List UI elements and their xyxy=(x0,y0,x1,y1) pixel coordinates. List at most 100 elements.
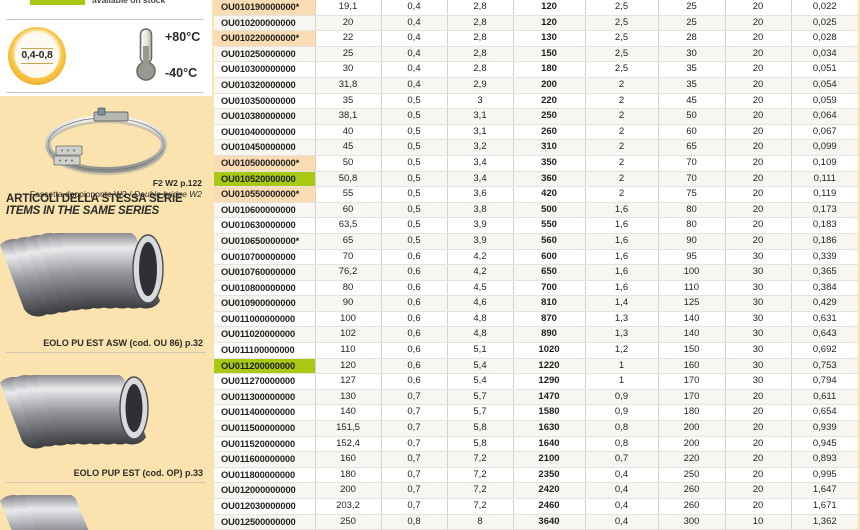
cell-c6: 150 xyxy=(658,342,726,359)
cell-c2: 0,5 xyxy=(381,124,448,141)
series-item-1[interactable]: EOLO PU EST ASW (cod. OU 86) p.32 xyxy=(0,231,212,353)
cell-c1: 22 xyxy=(315,30,382,47)
cell-c3: 3,8 xyxy=(447,202,514,219)
cell-c8: 0,339 xyxy=(791,249,858,266)
table-row[interactable]: OU010500000000* 50 0,5 3,4 350 2 70 20 0,109 xyxy=(214,155,858,172)
series-item-2[interactable]: EOLO PUP EST (cod. OP) p.33 xyxy=(0,373,212,483)
cell-c2: 0,4 xyxy=(381,61,448,78)
cell-c4: 1220 xyxy=(513,358,586,375)
table-row[interactable]: OU010800000000 80 0,6 4,5 700 1,6 110 30 0,384 xyxy=(214,280,858,297)
cell-c4: 560 xyxy=(513,233,586,250)
table-row[interactable]: OU011300000000 130 0,7 5,7 1470 0,9 170 20 0,611 xyxy=(214,389,858,406)
cell-c3: 7,2 xyxy=(447,498,514,515)
cell-c5: 0,9 xyxy=(585,404,659,422)
table-row[interactable]: OU011020000000 102 0,6 4,8 890 1,3 140 30 0,643 xyxy=(214,326,858,344)
thermometer-icon xyxy=(136,28,156,81)
table-row[interactable]: OU010400000000 40 0,5 3,1 260 2 60 20 0,067 xyxy=(214,124,858,141)
table-row[interactable]: OU010380000000 38,1 0,5 3,1 250 2 50 20 0,064 xyxy=(214,108,858,125)
cell-article-code: OU010400000000 xyxy=(214,124,316,141)
cell-c2: 0,6 xyxy=(381,295,448,312)
cell-c3: 2,8 xyxy=(447,61,514,78)
cell-c6: 110 xyxy=(658,280,726,297)
table-row[interactable]: OU010350000000 35 0,5 3 220 2 45 20 0,059 xyxy=(214,93,858,110)
table-row[interactable]: OU011500000000 151,5 0,7 5,8 1630 0,8 200 20 0,9… xyxy=(214,420,858,437)
table-row[interactable]: OU010650000000* 65 0,5 3,9 560 1,6 90 20 0,186 xyxy=(214,233,858,250)
table-row[interactable]: OU011200000000 120 0,6 5,4 1220 1 160 30 0,753 xyxy=(214,358,858,375)
cell-c6: 100 xyxy=(658,264,726,281)
table-row[interactable]: OU010450000000 45 0,5 3,2 310 2 65 20 0,099 xyxy=(214,139,858,156)
table-row[interactable]: OU011600000000 160 0,7 7,2 2100 0,7 220 20 0,893 xyxy=(214,451,858,468)
cell-c7: 20 xyxy=(725,61,792,78)
cell-c8: 0,794 xyxy=(791,373,858,390)
table-row[interactable]: OU012030000000 203,2 0,7 7,2 2460 0,4 260 20 1,6… xyxy=(214,498,858,515)
table-row[interactable]: OU010200000000 20 0,4 2,8 120 2,5 25 20 0,025 xyxy=(214,15,858,32)
cell-article-code: OU011520000000 xyxy=(214,436,316,453)
table-row[interactable]: OU010630000000 63,5 0,5 3,9 550 1,6 80 20 0,183 xyxy=(214,217,858,234)
cell-c1: 55 xyxy=(315,186,382,203)
wall-thickness-badge-inner: 0,4-0,8 xyxy=(15,34,59,78)
cell-c5: 1,3 xyxy=(585,311,659,328)
cell-c7: 20 xyxy=(725,420,792,437)
table-row[interactable]: OU012500000000 250 0,8 8 3640 0,4 300 10 1,362 xyxy=(214,514,858,530)
table-row[interactable]: OU011100000000 110 0,6 5,1 1020 1,2 150 30 0,692 xyxy=(214,342,858,359)
cell-c4: 500 xyxy=(513,202,586,219)
temperature-min: -40°C xyxy=(165,66,198,80)
cell-c6: 160 xyxy=(658,358,726,375)
same-series-title-en: ITEMS IN THE SAME SERIES xyxy=(6,205,160,217)
table-row[interactable]: OU012000000000 200 0,7 7,2 2420 0,4 260 20 1,647 xyxy=(214,482,858,499)
cell-c8: 0,995 xyxy=(791,467,858,484)
table-row[interactable]: OU010600000000 60 0,5 3,8 500 1,6 80 20 0,173 xyxy=(214,202,858,219)
cell-article-code: OU010350000000 xyxy=(214,93,316,110)
cell-c4: 2100 xyxy=(513,451,586,468)
cell-c3: 3,4 xyxy=(447,155,514,172)
cell-c5: 1,6 xyxy=(585,202,659,219)
cell-article-code: OU010550000000* xyxy=(214,186,316,203)
stock-color-swatch xyxy=(30,0,85,5)
table-row[interactable]: OU010320000000 31,8 0,4 2,9 200 2 35 20 0,054 xyxy=(214,77,858,94)
hose-clamp-image xyxy=(45,107,167,176)
table-row[interactable]: OU010300000000 30 0,4 2,8 180 2,5 35 20 0,051 xyxy=(214,61,858,78)
cell-c5: 0,8 xyxy=(585,420,659,437)
cell-article-code: OU011200000000 xyxy=(214,358,316,375)
cell-c4: 250 xyxy=(513,108,586,125)
table-row[interactable]: OU010550000000* 55 0,5 3,6 420 2 75 20 0,119 xyxy=(214,186,858,203)
cell-c5: 2 xyxy=(585,186,659,203)
cell-c8: 0,384 xyxy=(791,280,858,297)
table-row[interactable]: OU011400000000 140 0,7 5,7 1580 0,9 180 20 0,654 xyxy=(214,404,858,422)
table-row[interactable]: OU011000000000 100 0,6 4,8 870 1,3 140 30 0,631 xyxy=(214,311,858,328)
table-row[interactable]: OU011800000000 180 0,7 7,2 2350 0,4 250 20 0,995 xyxy=(214,467,858,484)
specification-table-area: OU010190000000* 19,1 0,4 2,8 120 2,5 25 20 0,022… xyxy=(212,0,860,530)
series-item-2-divider xyxy=(6,482,206,483)
cell-c6: 140 xyxy=(658,311,726,328)
table-row[interactable]: OU011270000000 127 0,6 5,4 1290 1 170 30 0,794 xyxy=(214,373,858,390)
table-row[interactable]: OU010900000000 90 0,6 4,6 810 1,4 125 30 0,429 xyxy=(214,295,858,312)
cell-c1: 250 xyxy=(315,514,382,530)
cell-c3: 5,7 xyxy=(447,404,514,422)
cell-c3: 7,2 xyxy=(447,467,514,484)
cell-c8: 0,067 xyxy=(791,124,858,141)
cell-c4: 1290 xyxy=(513,373,586,390)
table-row[interactable]: OU010220000000* 22 0,4 2,8 130 2,5 28 20 0,028 xyxy=(214,30,858,47)
cell-c5: 0,8 xyxy=(585,436,659,453)
cell-c4: 1470 xyxy=(513,389,586,406)
table-row[interactable]: OU010760000000 76,2 0,6 4,2 650 1,6 100 30 0,365 xyxy=(214,264,858,281)
cell-c7: 20 xyxy=(725,124,792,141)
cell-article-code: OU012030000000 xyxy=(214,498,316,515)
cell-c6: 250 xyxy=(658,467,726,484)
cell-c7: 20 xyxy=(725,171,792,188)
table-row[interactable]: OU010520000000 50,8 0,5 3,4 360 2 70 20 0,111 xyxy=(214,171,858,188)
table-row[interactable]: OU011520000000 152,4 0,7 5,8 1640 0,8 200 20 0,9… xyxy=(214,436,858,453)
cell-c1: 20 xyxy=(315,15,382,32)
cell-article-code: OU011400000000 xyxy=(214,404,316,422)
cell-c2: 0,6 xyxy=(381,311,448,328)
table-row[interactable]: OU010700000000 70 0,6 4,2 600 1,6 95 30 0,339 xyxy=(214,249,858,266)
cell-c5: 2 xyxy=(585,171,659,188)
cell-article-code: OU010500000000* xyxy=(214,155,316,172)
table-row[interactable]: OU010250000000 25 0,4 2,8 150 2,5 30 20 0,034 xyxy=(214,46,858,63)
cell-c7: 30 xyxy=(725,264,792,281)
cell-c4: 650 xyxy=(513,264,586,281)
table-row[interactable]: OU010190000000* 19,1 0,4 2,8 120 2,5 25 20 0,022 xyxy=(214,0,858,16)
series-item-3[interactable] xyxy=(0,493,212,530)
cell-c6: 260 xyxy=(658,498,726,515)
cell-c8: 0,611 xyxy=(791,389,858,406)
